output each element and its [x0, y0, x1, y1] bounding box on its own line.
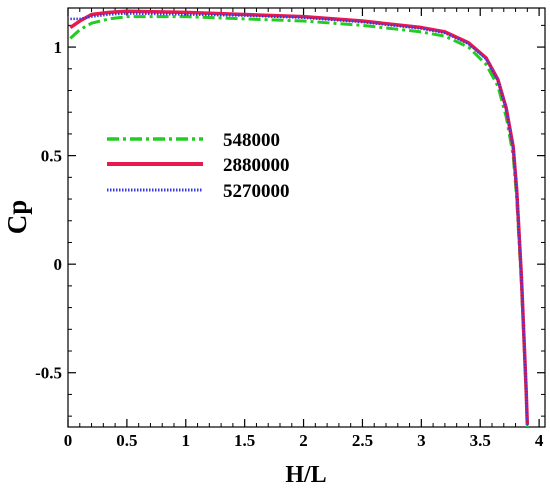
x-axis-label: H/L — [285, 462, 326, 488]
series-layer — [69, 9, 530, 428]
x-tick-label: 1 — [182, 431, 191, 450]
series-line-5270000 — [70, 12, 529, 425]
x-tick-label: 3.5 — [470, 431, 491, 450]
axis-ticks: 0 0.5 1 1.5 2 2.5 3 3.5 4 -0.5 0 0.5 1 — [35, 8, 545, 450]
x-tick-label: 2 — [299, 431, 308, 450]
y-axis-label: Cp — [2, 200, 32, 235]
x-tick-label: 0 — [64, 431, 73, 450]
legend-label-5270000: 5270000 — [223, 181, 290, 202]
x-tick-label: 0.5 — [116, 431, 137, 450]
x-tick-label: 1.5 — [234, 431, 255, 450]
y-tick-label: 0 — [54, 255, 63, 274]
y-tick-label: 0.5 — [41, 147, 62, 166]
y-tick-label: 1 — [54, 38, 63, 57]
legend-label-2880000: 2880000 — [223, 155, 290, 176]
legend: 548000 2880000 5270000 — [107, 130, 290, 202]
x-tick-label: 3 — [417, 431, 426, 450]
x-tick-label: 2.5 — [352, 431, 373, 450]
legend-label-548000: 548000 — [223, 130, 280, 151]
y-tick-label: -0.5 — [35, 364, 62, 383]
series-line-548000 — [69, 15, 529, 428]
x-tick-label: 4 — [535, 431, 544, 450]
plot-frame — [67, 7, 546, 428]
series-line-2880000 — [69, 9, 530, 425]
